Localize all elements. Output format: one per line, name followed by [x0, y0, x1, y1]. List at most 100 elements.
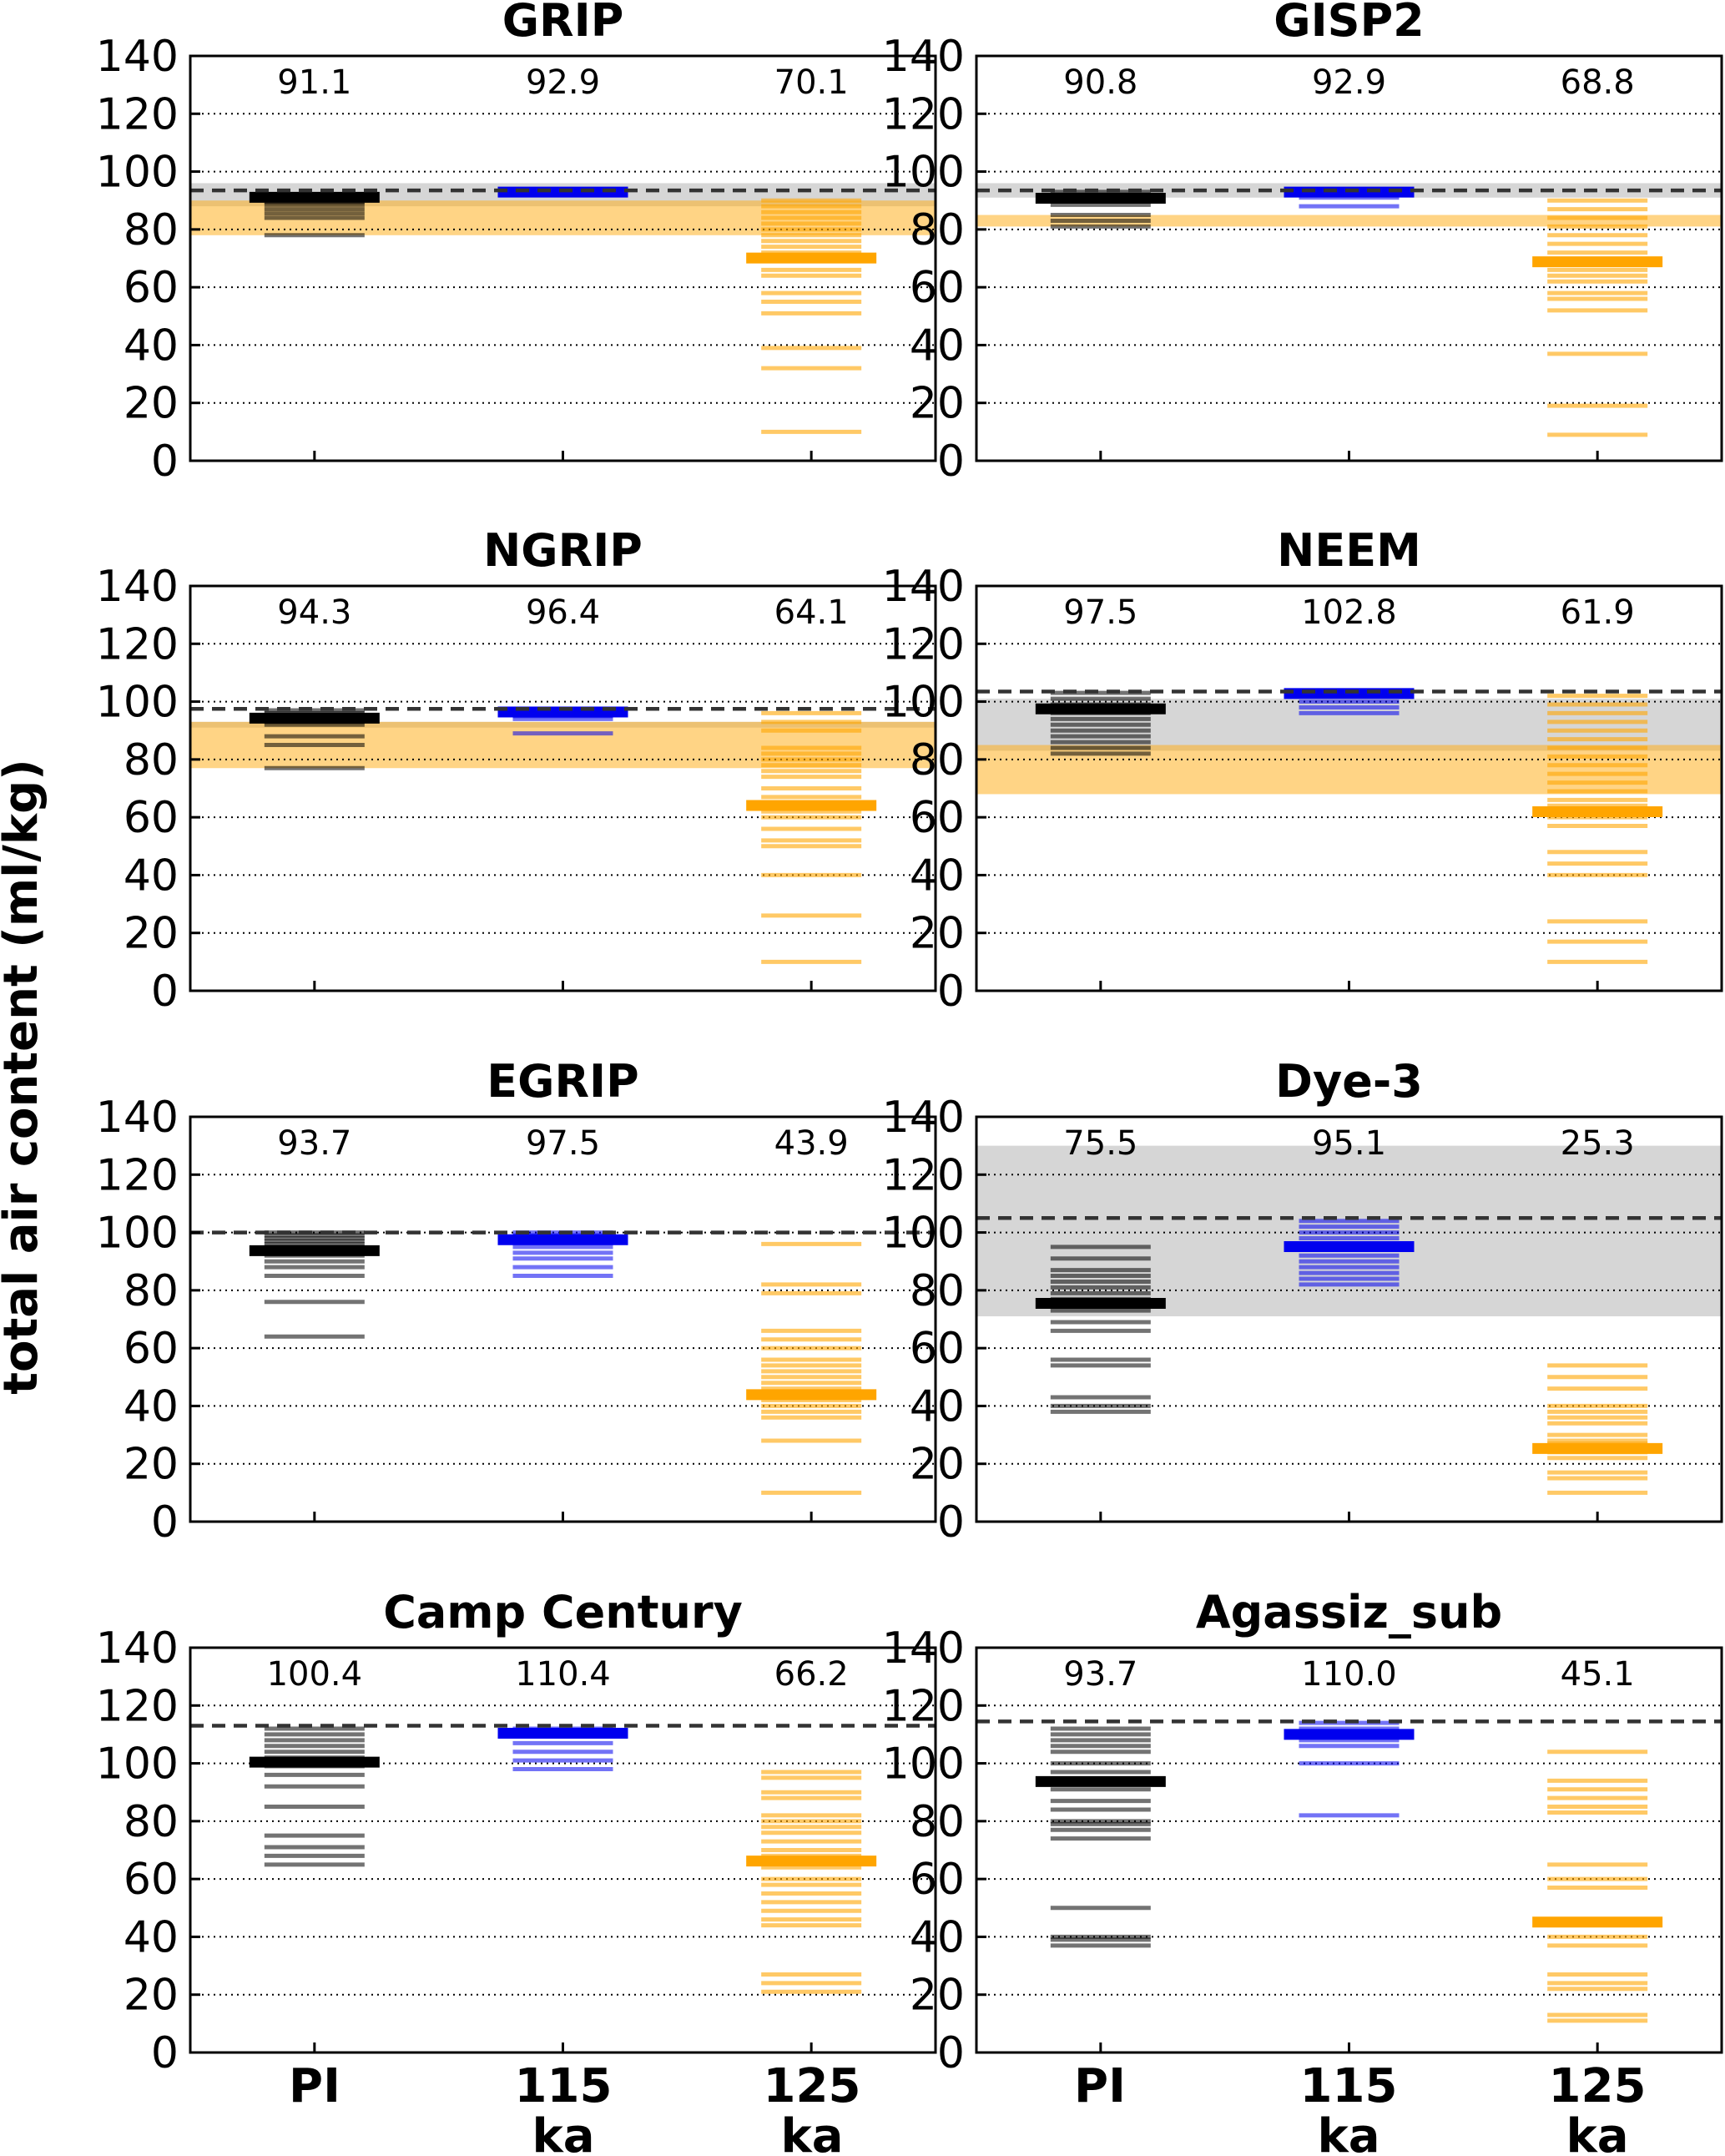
y-tick-label: 120	[96, 1681, 179, 1731]
y-tick-label: 140	[96, 1093, 179, 1143]
category-label-pi-right: PI	[1074, 2059, 1126, 2113]
y-tick-label: 140	[96, 1623, 179, 1674]
panel-title: Camp Century	[383, 1586, 743, 1638]
mean-value-label: 93.7	[1063, 1655, 1137, 1694]
series-pi	[249, 708, 380, 770]
y-tick-label: 140	[882, 1093, 965, 1143]
mean-value-label: 92.9	[1312, 63, 1386, 102]
series-115ka	[1284, 1219, 1415, 1287]
series-pi	[249, 1726, 380, 1867]
panel-title: GISP2	[1274, 0, 1424, 47]
series-pi	[1035, 690, 1166, 756]
panel-title: Agassiz_sub	[1196, 1586, 1502, 1638]
y-tick-label: 40	[124, 1912, 179, 1962]
series-pi	[249, 1230, 380, 1339]
y-tick-label: 100	[96, 148, 179, 198]
series-125ka	[746, 198, 877, 434]
category-label-125-right: 125	[1549, 2059, 1647, 2113]
y-tick-label: 120	[882, 619, 965, 669]
panel-dye-3: 0 20 40 60 80 100 120 140 Dye-3 75.5 95.1 25.3	[882, 1055, 1723, 1548]
series-pi	[249, 191, 380, 238]
mean-value-label: 70.1	[774, 63, 849, 102]
y-tick-label: 100	[882, 1739, 965, 1790]
y-tick-label: 40	[124, 321, 179, 371]
y-tick-label: 100	[882, 148, 965, 198]
y-tick-label: 120	[882, 89, 965, 139]
y-axis-label: total air content (ml/kg)	[0, 759, 48, 1395]
y-tick-label: 40	[910, 851, 965, 901]
y-tick-label: 100	[96, 1209, 179, 1259]
category-label-125-left: 125	[764, 2059, 861, 2113]
y-tick-label: 100	[96, 678, 179, 728]
mean-value-label: 94.3	[277, 593, 351, 632]
y-tick-label: 80	[910, 735, 965, 785]
y-tick-label: 0	[937, 967, 965, 1017]
y-tick-label: 40	[910, 1912, 965, 1962]
mean-value-label: 61.9	[1561, 593, 1635, 632]
y-tick-label: 20	[910, 909, 965, 959]
y-tick-label: 120	[882, 1681, 965, 1731]
panel-title: NEEM	[1277, 524, 1421, 577]
category-label-125-ka-left: ka	[780, 2109, 843, 2156]
mean-value-label: 110.4	[515, 1655, 611, 1694]
y-tick-label: 60	[910, 1324, 965, 1374]
y-tick-label: 0	[937, 437, 965, 487]
mean-value-label: 102.8	[1301, 593, 1397, 632]
series-115ka	[1284, 1720, 1415, 1818]
mean-value-label: 43.9	[774, 1124, 849, 1163]
y-tick-label: 60	[124, 1855, 179, 1905]
y-tick-label: 0	[937, 2028, 965, 2078]
panel-ngrip: 0 20 40 60 80 100 120 140 NGRIP 94.3 96.4 64.1	[96, 524, 937, 1017]
mean-value-label: 90.8	[1063, 63, 1137, 102]
y-tick-label: 80	[124, 1797, 179, 1847]
series-115ka	[497, 1726, 628, 1771]
series-pi	[1035, 189, 1166, 229]
y-tick-label: 120	[96, 89, 179, 139]
mean-value-label: 75.5	[1063, 1124, 1137, 1163]
mean-value-label: 100.4	[267, 1655, 363, 1694]
category-label-pi-left: PI	[289, 2059, 340, 2113]
series-125ka	[1532, 1750, 1663, 2023]
y-tick-label: 140	[882, 1623, 965, 1674]
y-tick-label: 60	[910, 1855, 965, 1905]
y-tick-label: 20	[910, 1440, 965, 1490]
y-tick-label: 0	[151, 437, 179, 487]
y-tick-label: 0	[151, 1497, 179, 1548]
y-tick-label: 140	[882, 562, 965, 612]
series-115ka	[1284, 688, 1415, 715]
category-label-115-left: 115	[515, 2059, 613, 2113]
panel-camp-century: 0 20 40 60 80 100 120 140 Camp Century 100.4 110.4…	[96, 1586, 937, 2078]
mean-value-label: 45.1	[1561, 1655, 1635, 1694]
panel-title: NGRIP	[483, 524, 643, 577]
y-tick-label: 0	[151, 2028, 179, 2078]
series-125ka	[1532, 694, 1663, 964]
y-tick-label: 80	[124, 1266, 179, 1316]
y-tick-label: 40	[910, 1381, 965, 1431]
category-label-115-ka-right: ka	[1317, 2109, 1379, 2156]
category-label-125-ka-right: ka	[1566, 2109, 1628, 2156]
y-tick-label: 60	[124, 793, 179, 843]
y-tick-label: 120	[882, 1150, 965, 1200]
y-tick-label: 100	[882, 1209, 965, 1259]
panel-neem: 0 20 40 60 80 100 120 140 NEEM 97.5 102.8 61.9	[882, 524, 1723, 1017]
y-tick-label: 20	[124, 909, 179, 959]
panel-frame	[975, 1646, 1723, 2054]
y-tick-label: 120	[96, 619, 179, 669]
series-125ka	[746, 1770, 877, 1994]
y-tick-label: 40	[124, 851, 179, 901]
y-tick-label: 20	[124, 1440, 179, 1490]
mean-value-label: 68.8	[1561, 63, 1635, 102]
y-tick-label: 80	[910, 1266, 965, 1316]
y-tick-label: 80	[910, 1797, 965, 1847]
y-tick-label: 60	[124, 1324, 179, 1374]
mean-value-label: 92.9	[526, 63, 600, 102]
y-tick-label: 140	[96, 32, 179, 82]
panel-egrip: 0 20 40 60 80 100 120 140 EGRIP 93.7 97.5 43.9	[96, 1055, 937, 1548]
mean-value-label: 25.3	[1561, 1124, 1635, 1163]
category-labels: PI 115 ka 125 ka PI 115 ka 125 ka	[289, 2059, 1646, 2156]
y-tick-label: 80	[910, 205, 965, 255]
mean-value-label: 93.7	[277, 1124, 351, 1163]
mean-value-label: 110.0	[1301, 1655, 1397, 1694]
y-tick-label: 140	[882, 32, 965, 82]
